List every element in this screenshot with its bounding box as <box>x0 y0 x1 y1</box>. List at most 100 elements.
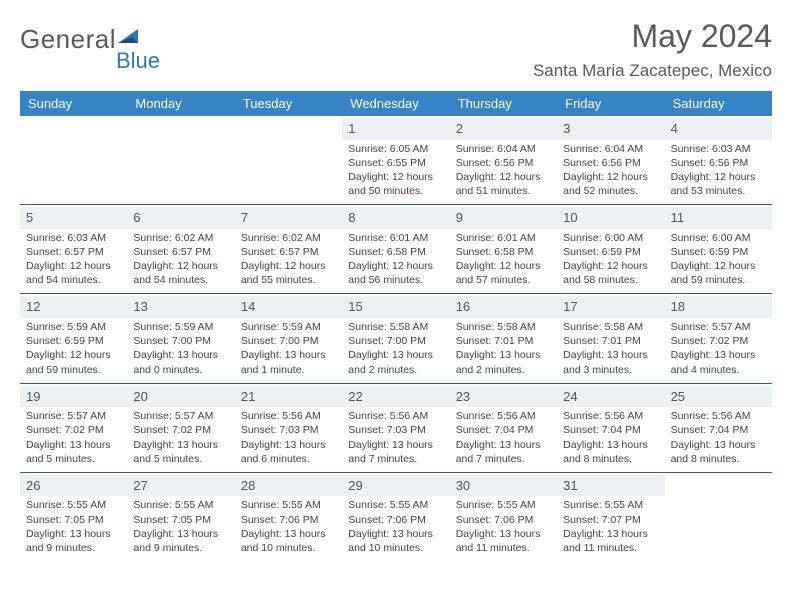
cell-number: 14 <box>235 296 342 318</box>
sunset-line: Sunset: 6:57 PM <box>241 245 336 259</box>
cell-number: 25 <box>665 386 772 408</box>
cell-number: 2 <box>450 118 557 140</box>
sunrise-line: Sunrise: 5:55 AM <box>26 498 121 512</box>
daylight-line: Daylight: 12 hours and 54 minutes. <box>26 259 121 287</box>
calendar-cell: 16Sunrise: 5:58 AMSunset: 7:01 PMDayligh… <box>450 294 557 382</box>
sunset-line: Sunset: 7:00 PM <box>133 334 228 348</box>
daylight-line: Daylight: 13 hours and 10 minutes. <box>348 527 443 555</box>
sunset-line: Sunset: 7:07 PM <box>563 513 658 527</box>
cell-number <box>665 475 772 497</box>
calendar-cell: 5Sunrise: 6:03 AMSunset: 6:57 PMDaylight… <box>20 205 127 293</box>
sunrise-line: Sunrise: 5:58 AM <box>456 320 551 334</box>
calendar-cell: 19Sunrise: 5:57 AMSunset: 7:02 PMDayligh… <box>20 384 127 472</box>
calendar-cell: 25Sunrise: 5:56 AMSunset: 7:04 PMDayligh… <box>665 384 772 472</box>
daylight-line: Daylight: 12 hours and 57 minutes. <box>456 259 551 287</box>
cell-number: 7 <box>235 207 342 229</box>
cell-number <box>235 118 342 140</box>
sunrise-line: Sunrise: 6:03 AM <box>671 142 766 156</box>
sunrise-line: Sunrise: 5:58 AM <box>348 320 443 334</box>
cell-number: 5 <box>20 207 127 229</box>
calendar-cell: 27Sunrise: 5:55 AMSunset: 7:05 PMDayligh… <box>127 473 234 561</box>
sunrise-line: Sunrise: 6:01 AM <box>348 231 443 245</box>
sunset-line: Sunset: 7:04 PM <box>456 423 551 437</box>
day-header-tue: Tuesday <box>235 91 342 116</box>
sunrise-line: Sunrise: 5:55 AM <box>563 498 658 512</box>
sunset-line: Sunset: 6:55 PM <box>348 156 443 170</box>
daylight-line: Daylight: 13 hours and 7 minutes. <box>348 438 443 466</box>
calendar-cell: 8 Sunrise: 6:01 AMSunset: 6:58 PMDaylight… <box>342 205 449 293</box>
daylight-line: Daylight: 13 hours and 4 minutes. <box>671 348 766 376</box>
daylight-line: Daylight: 13 hours and 8 minutes. <box>563 438 658 466</box>
brand-text-gray: General <box>20 24 116 55</box>
daylight-line: Daylight: 13 hours and 2 minutes. <box>348 348 443 376</box>
daylight-line: Daylight: 13 hours and 11 minutes. <box>456 527 551 555</box>
day-header-mon: Monday <box>127 91 234 116</box>
sunset-line: Sunset: 7:02 PM <box>26 423 121 437</box>
daylight-line: Daylight: 13 hours and 8 minutes. <box>671 438 766 466</box>
sunrise-line: Sunrise: 5:55 AM <box>456 498 551 512</box>
calendar-cell <box>235 116 342 204</box>
cell-number: 10 <box>557 207 664 229</box>
daylight-line: Daylight: 12 hours and 59 minutes. <box>671 259 766 287</box>
sunrise-line: Sunrise: 6:00 AM <box>563 231 658 245</box>
daylight-line: Daylight: 12 hours and 53 minutes. <box>671 170 766 198</box>
calendar-cell: 3Sunrise: 6:04 AMSunset: 6:56 PMDaylight… <box>557 116 664 204</box>
daylight-line: Daylight: 12 hours and 50 minutes. <box>348 170 443 198</box>
calendar-cell: 12Sunrise: 5:59 AMSunset: 6:59 PMDayligh… <box>20 294 127 382</box>
cell-number: 29 <box>342 475 449 497</box>
cell-number: 3 <box>557 118 664 140</box>
sunset-line: Sunset: 6:56 PM <box>563 156 658 170</box>
title-block: May 2024 Santa Maria Zacatepec, Mexico <box>533 18 772 81</box>
daylight-line: Daylight: 13 hours and 6 minutes. <box>241 438 336 466</box>
calendar-cell: 29Sunrise: 5:55 AMSunset: 7:06 PMDayligh… <box>342 473 449 561</box>
daylight-line: Daylight: 12 hours and 55 minutes. <box>241 259 336 287</box>
cell-number: 1 <box>342 118 449 140</box>
day-header-fri: Friday <box>557 91 664 116</box>
calendar-cell: 14Sunrise: 5:59 AMSunset: 7:00 PMDayligh… <box>235 294 342 382</box>
calendar-cell: 28Sunrise: 5:55 AMSunset: 7:06 PMDayligh… <box>235 473 342 561</box>
calendar-cell: 21Sunrise: 5:56 AMSunset: 7:03 PMDayligh… <box>235 384 342 472</box>
sunrise-line: Sunrise: 5:56 AM <box>671 409 766 423</box>
daylight-line: Daylight: 13 hours and 1 minute. <box>241 348 336 376</box>
cell-number: 8 <box>342 207 449 229</box>
weeks-container: 1Sunrise: 6:05 AMSunset: 6:55 PMDaylight… <box>20 116 772 561</box>
calendar-cell: 18Sunrise: 5:57 AMSunset: 7:02 PMDayligh… <box>665 294 772 382</box>
daylight-line: Daylight: 12 hours and 58 minutes. <box>563 259 658 287</box>
cell-number: 6 <box>127 207 234 229</box>
sunset-line: Sunset: 7:00 PM <box>241 334 336 348</box>
day-header-wed: Wednesday <box>342 91 449 116</box>
sunset-line: Sunset: 6:58 PM <box>348 245 443 259</box>
brand-text-blue: Blue <box>116 48 160 74</box>
daylight-line: Daylight: 12 hours and 56 minutes. <box>348 259 443 287</box>
sunset-line: Sunset: 7:06 PM <box>241 513 336 527</box>
calendar-cell: 10Sunrise: 6:00 AMSunset: 6:59 PMDayligh… <box>557 205 664 293</box>
calendar-cell: 13Sunrise: 5:59 AMSunset: 7:00 PMDayligh… <box>127 294 234 382</box>
calendar-cell: 9Sunrise: 6:01 AMSunset: 6:58 PMDaylight… <box>450 205 557 293</box>
cell-number: 28 <box>235 475 342 497</box>
daylight-line: Daylight: 13 hours and 2 minutes. <box>456 348 551 376</box>
header: General Blue May 2024 Santa Maria Zacate… <box>20 18 772 81</box>
cell-number: 12 <box>20 296 127 318</box>
calendar-cell: 24Sunrise: 5:56 AMSunset: 7:04 PMDayligh… <box>557 384 664 472</box>
cell-number: 31 <box>557 475 664 497</box>
cell-number: 15 <box>342 296 449 318</box>
cell-number: 9 <box>450 207 557 229</box>
daylight-line: Daylight: 13 hours and 10 minutes. <box>241 527 336 555</box>
calendar-cell: 26Sunrise: 5:55 AMSunset: 7:05 PMDayligh… <box>20 473 127 561</box>
sunset-line: Sunset: 7:00 PM <box>348 334 443 348</box>
cell-number <box>20 118 127 140</box>
sunrise-line: Sunrise: 5:56 AM <box>348 409 443 423</box>
sunrise-line: Sunrise: 6:02 AM <box>133 231 228 245</box>
daylight-line: Daylight: 13 hours and 5 minutes. <box>26 438 121 466</box>
sunrise-line: Sunrise: 5:56 AM <box>563 409 658 423</box>
sunset-line: Sunset: 6:59 PM <box>26 334 121 348</box>
sunset-line: Sunset: 7:03 PM <box>241 423 336 437</box>
cell-number: 4 <box>665 118 772 140</box>
sunrise-line: Sunrise: 6:04 AM <box>456 142 551 156</box>
daylight-line: Daylight: 13 hours and 9 minutes. <box>26 527 121 555</box>
sunset-line: Sunset: 7:04 PM <box>671 423 766 437</box>
cell-number: 26 <box>20 475 127 497</box>
cell-number: 19 <box>20 386 127 408</box>
week-row: 1Sunrise: 6:05 AMSunset: 6:55 PMDaylight… <box>20 116 772 204</box>
sunset-line: Sunset: 6:57 PM <box>26 245 121 259</box>
